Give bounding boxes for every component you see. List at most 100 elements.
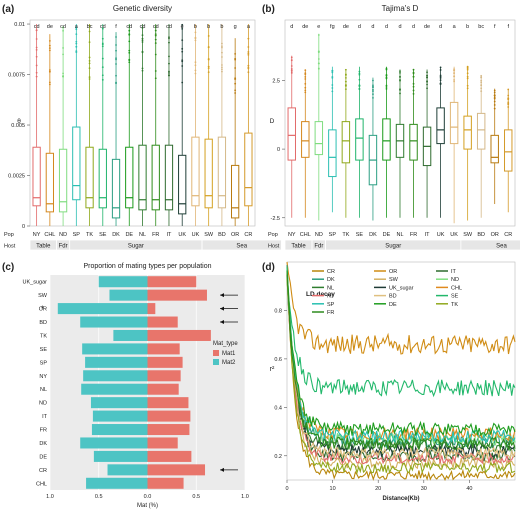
outlier-point: [128, 49, 131, 52]
outlier-point: [331, 90, 334, 93]
chart-title: LD decay: [306, 291, 335, 298]
outlier-point: [48, 47, 51, 49]
outlier-point: [141, 69, 144, 72]
outlier-point: [115, 74, 117, 77]
x-tick-label: IT: [425, 232, 431, 238]
row-label-host: Host: [4, 244, 16, 250]
outlier-point: [290, 72, 293, 74]
x-tick-label: 1.0: [241, 494, 249, 500]
outlier-point: [141, 34, 144, 37]
outlier-point: [62, 72, 64, 75]
box: [409, 123, 418, 161]
x-tick-label: UK: [437, 232, 445, 238]
outlier-point: [480, 74, 483, 77]
host-label: Sugar: [128, 244, 144, 250]
significance-letter: bc: [478, 24, 484, 30]
legend-label: NL: [327, 285, 334, 291]
bar-mat1: [147, 303, 156, 315]
y-tick-label: -2.5: [271, 216, 280, 222]
x-tick-label: FR: [410, 232, 417, 238]
x-tick-label: FR: [152, 232, 159, 238]
bar-mat1: [147, 437, 178, 449]
x-tick-label: CHL: [44, 232, 55, 238]
outlier-point: [154, 42, 157, 44]
box: [32, 146, 41, 207]
outlier-point: [168, 72, 170, 74]
x-tick-label: IT: [167, 232, 173, 238]
ld-line-or: [286, 261, 516, 355]
outlier-point: [344, 88, 347, 91]
bar-mat2: [57, 303, 148, 315]
y-tick-label: CHL: [36, 481, 47, 487]
outlier-point: [453, 75, 456, 78]
outlier-point: [453, 72, 456, 74]
outlier-point: [466, 77, 469, 80]
outlier-point: [194, 64, 197, 67]
outlier-point: [507, 106, 510, 108]
bar-mat1: [147, 370, 181, 382]
x-tick-label: BD: [477, 232, 485, 238]
outlier-point: [331, 70, 334, 73]
outlier-point: [101, 74, 104, 77]
outlier-point: [385, 87, 388, 90]
outlier-point: [181, 47, 184, 50]
outlier-point: [88, 76, 91, 78]
outlier-point: [493, 89, 496, 92]
outlier-point: [207, 35, 210, 37]
ld-line-sw: [286, 276, 516, 470]
y-tick-label: 0.6: [274, 357, 282, 363]
box: [436, 107, 445, 145]
outlier-point: [331, 71, 334, 74]
bar-mat1: [147, 464, 206, 476]
outlier-point: [101, 66, 104, 69]
outlier-point: [439, 82, 442, 85]
outlier-point: [141, 50, 144, 53]
outlier-point: [194, 69, 197, 72]
outlier-point: [154, 53, 157, 56]
outlier-point: [399, 70, 401, 73]
x-tick-label: 0: [285, 486, 288, 492]
outlier-point: [317, 58, 320, 60]
bar-mat1: [147, 289, 207, 301]
outlier-point: [372, 90, 374, 92]
x-tick-label: TK: [86, 232, 93, 238]
outlier-point: [493, 91, 496, 94]
outlier-point: [358, 73, 361, 76]
panel-2: (c) Proportion of mating types per popula…: [2, 262, 249, 509]
outlier-point: [358, 70, 361, 73]
outlier-point: [344, 68, 347, 71]
bar-mat1: [147, 477, 184, 489]
y-tick-label: NL: [40, 387, 47, 393]
outlier-point: [290, 59, 293, 61]
ld-line-de: [286, 270, 516, 437]
outlier-point: [493, 96, 496, 99]
outlier-point: [154, 77, 157, 80]
outlier-point: [221, 68, 223, 71]
panel-label: (d): [262, 262, 275, 273]
outlier-point: [234, 52, 237, 55]
bar-mat2: [109, 289, 148, 301]
outlier-point: [493, 94, 496, 96]
outlier-point: [115, 57, 117, 59]
x-tick-label: NY: [33, 232, 41, 238]
outlier-point: [466, 72, 469, 75]
x-tick-label: 20: [375, 486, 381, 492]
outlier-point: [88, 24, 91, 27]
outlier-point: [88, 78, 91, 80]
outlier-point: [88, 41, 91, 44]
outlier-point: [221, 46, 223, 49]
y-tick-label: NY: [39, 374, 47, 380]
host-strip: [201, 239, 282, 251]
outlier-point: [358, 78, 361, 81]
x-tick-label: DE: [125, 232, 133, 238]
outlier-point: [290, 69, 293, 72]
outlier-point: [412, 68, 415, 71]
ld-line-nl: [286, 276, 516, 453]
outlier-point: [412, 93, 415, 95]
x-tick-label: SW: [204, 232, 214, 238]
outlier-point: [207, 57, 210, 60]
legend-label: Mat1: [222, 351, 236, 357]
outlier-point: [75, 33, 78, 36]
outlier-point: [194, 31, 197, 34]
outlier-point: [453, 69, 456, 72]
